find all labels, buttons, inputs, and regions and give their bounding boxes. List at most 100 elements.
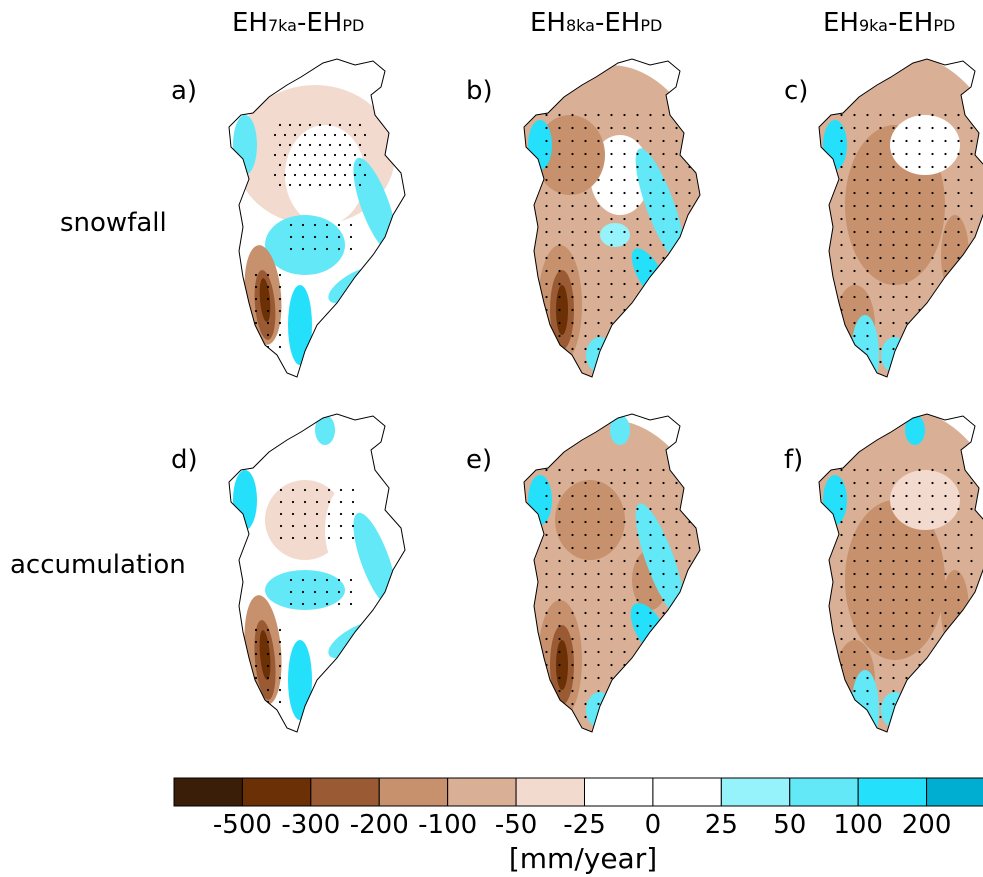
significance-dot — [325, 602, 329, 606]
significance-dot — [558, 230, 561, 234]
significance-dot — [597, 139, 600, 143]
significance-dot — [944, 546, 947, 550]
significance-dot — [623, 295, 626, 299]
anomaly-region — [905, 415, 925, 445]
significance-dot — [623, 559, 626, 563]
significance-dot — [879, 559, 882, 563]
significance-dot — [610, 243, 613, 247]
significance-dot — [298, 163, 302, 167]
significance-dot — [905, 650, 908, 654]
significance-dot — [905, 624, 908, 628]
significance-dot — [323, 153, 327, 157]
significance-dot — [584, 715, 587, 719]
significance-dot — [349, 247, 353, 251]
significance-dot — [662, 481, 665, 485]
significance-dot — [944, 559, 947, 563]
significance-dot — [558, 152, 561, 156]
significance-dot — [866, 321, 869, 325]
significance-dot — [313, 602, 317, 606]
significance-dot — [866, 217, 869, 221]
colorbar-swatch — [515, 777, 585, 807]
significance-dot — [918, 217, 921, 221]
anomaly-region — [890, 470, 960, 530]
significance-dot — [318, 163, 322, 167]
significance-dot — [571, 585, 574, 589]
significance-dot — [918, 269, 921, 273]
significance-dot — [597, 191, 600, 195]
significance-dot — [879, 650, 882, 654]
significance-dot — [293, 133, 297, 137]
significance-dot — [571, 243, 574, 247]
significance-dot — [675, 559, 678, 563]
significance-dot — [348, 163, 352, 167]
significance-dot — [879, 663, 882, 667]
significance-dot — [970, 585, 973, 589]
significance-dot — [545, 585, 548, 589]
significance-dot — [254, 297, 258, 301]
significance-dot — [879, 585, 882, 589]
significance-dot — [584, 360, 587, 364]
significance-dot — [597, 572, 600, 576]
significance-dot — [558, 507, 561, 511]
significance-dot — [279, 512, 283, 516]
significance-dot — [662, 494, 665, 498]
significance-dot — [853, 533, 856, 537]
significance-dot — [325, 578, 329, 582]
significance-dot — [931, 165, 934, 169]
significance-dot — [545, 533, 548, 537]
significance-dot — [584, 481, 587, 485]
significance-dot — [879, 269, 882, 273]
significance-dot — [584, 139, 587, 143]
significance-dot — [291, 512, 295, 516]
significance-dot — [840, 126, 843, 130]
significance-dot — [879, 191, 882, 195]
significance-dot — [623, 637, 626, 641]
significance-dot — [662, 165, 665, 169]
significance-dot — [597, 663, 600, 667]
significance-dot — [970, 217, 973, 221]
significance-dot — [623, 191, 626, 195]
significance-dot — [584, 321, 587, 325]
significance-dot — [918, 481, 921, 485]
significance-dot — [649, 269, 652, 273]
significance-dot — [571, 282, 574, 286]
significance-dot — [584, 178, 587, 182]
significance-dot — [636, 481, 639, 485]
significance-dot — [623, 230, 626, 234]
significance-dot — [545, 650, 548, 654]
significance-dot — [649, 165, 652, 169]
significance-dot — [879, 243, 882, 247]
significance-dot — [662, 559, 665, 563]
significance-dot — [931, 217, 934, 221]
significance-dot — [610, 217, 613, 221]
significance-dot — [944, 269, 947, 273]
significance-dot — [558, 689, 561, 693]
significance-dot — [892, 546, 895, 550]
significance-dot — [944, 217, 947, 221]
significance-dot — [313, 173, 317, 177]
significance-dot — [662, 507, 665, 511]
significance-dot — [957, 533, 960, 537]
significance-dot — [308, 143, 312, 147]
significance-dot — [610, 269, 613, 273]
significance-dot — [288, 143, 292, 147]
significance-dot — [301, 223, 305, 227]
significance-dot — [879, 533, 882, 537]
significance-dot — [649, 204, 652, 208]
significance-dot — [853, 572, 856, 576]
significance-dot — [853, 494, 856, 498]
significance-dot — [623, 269, 626, 273]
colorbar-tick-label: -25 — [563, 810, 606, 840]
significance-dot — [931, 572, 934, 576]
significance-dot — [610, 282, 613, 286]
significance-dot — [558, 282, 561, 286]
significance-dot — [610, 321, 613, 325]
significance-dot — [931, 204, 934, 208]
significance-dot — [584, 152, 587, 156]
significance-dot — [866, 559, 869, 563]
significance-dot — [853, 191, 856, 195]
significance-dot — [584, 533, 587, 537]
significance-dot — [597, 243, 600, 247]
significance-dot — [623, 650, 626, 654]
significance-dot — [892, 269, 895, 273]
